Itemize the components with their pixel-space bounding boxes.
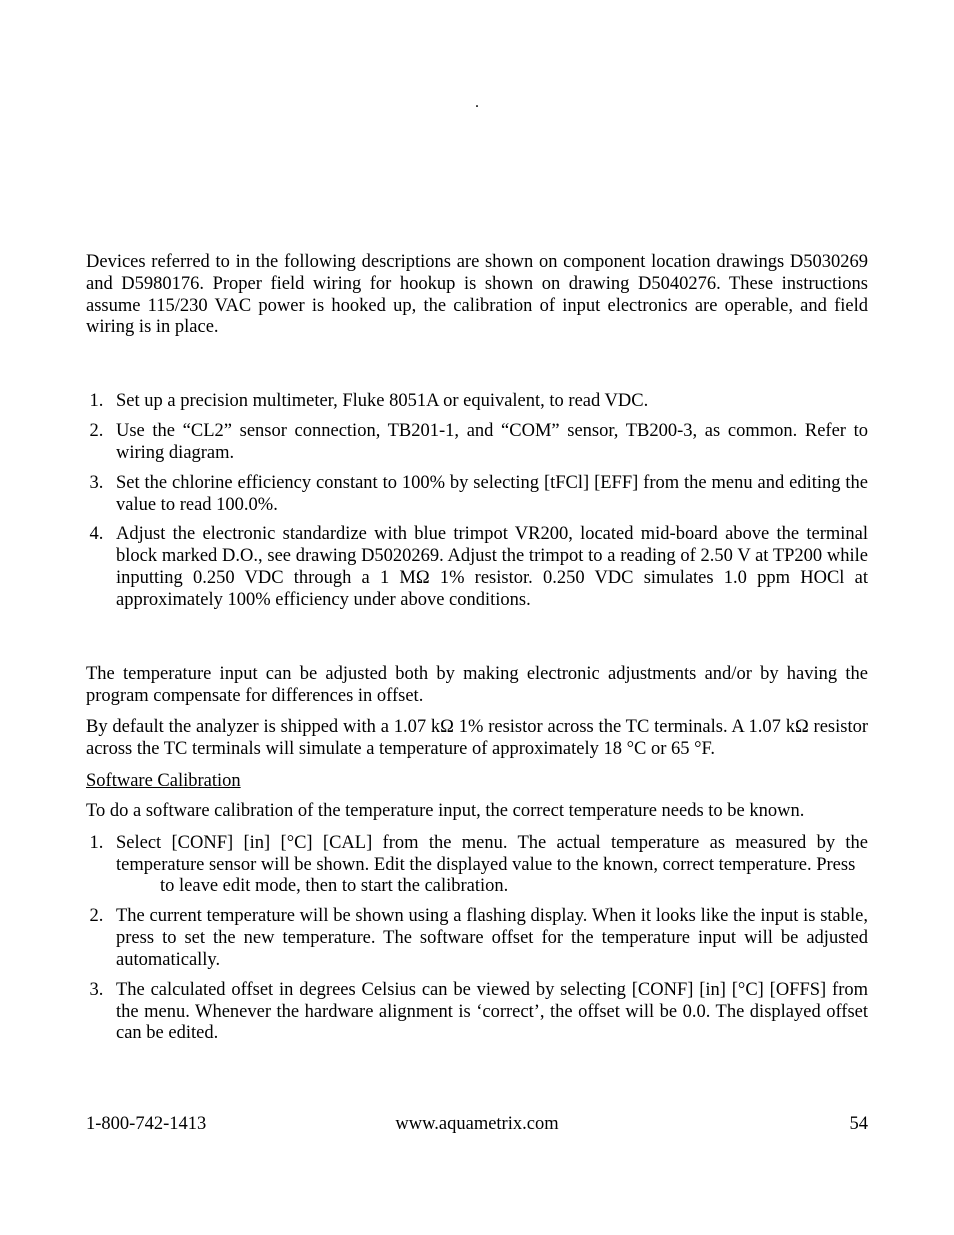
page-footer: 1-800-742-1413 www.aquametrix.com 54 [86,1114,868,1135]
header-dot: . [86,94,868,112]
footer-url: www.aquametrix.com [86,1114,868,1135]
list-item: Use the “CL2” sensor connection, TB201-1… [108,421,868,465]
list-item-text: Select [CONF] [in] [°C] [CAL] from the m… [116,833,868,875]
software-calibration-heading: Software Calibration [86,771,868,793]
spacer [86,349,868,391]
temp-paragraph-1: The temperature input can be adjusted bo… [86,664,868,708]
intro-paragraph: Devices referred to in the following des… [86,252,868,339]
page: . Devices referred to in the following d… [0,0,954,1235]
temp-paragraph-2: By default the analyzer is shipped with … [86,717,868,761]
software-calibration-list: Select [CONF] [in] [°C] [CAL] from the m… [86,833,868,1045]
list-item: Select [CONF] [in] [°C] [CAL] from the m… [108,833,868,898]
chlorine-steps-list: Set up a precision multimeter, Fluke 805… [86,391,868,611]
list-item-cont: to leave edit mode, then to start the ca… [116,876,868,898]
list-item: Set the chlorine efficiency constant to … [108,473,868,517]
list-item: The current temperature will be shown us… [108,906,868,971]
spacer [86,622,868,664]
list-item: The calculated offset in degrees Celsius… [108,980,868,1045]
list-item: Set up a precision multimeter, Fluke 805… [108,391,868,413]
list-item-text-b: to set the new temperature. The software… [116,928,868,970]
list-item: Adjust the electronic standardize with b… [108,524,868,611]
software-calibration-intro: To do a software calibration of the temp… [86,801,868,823]
